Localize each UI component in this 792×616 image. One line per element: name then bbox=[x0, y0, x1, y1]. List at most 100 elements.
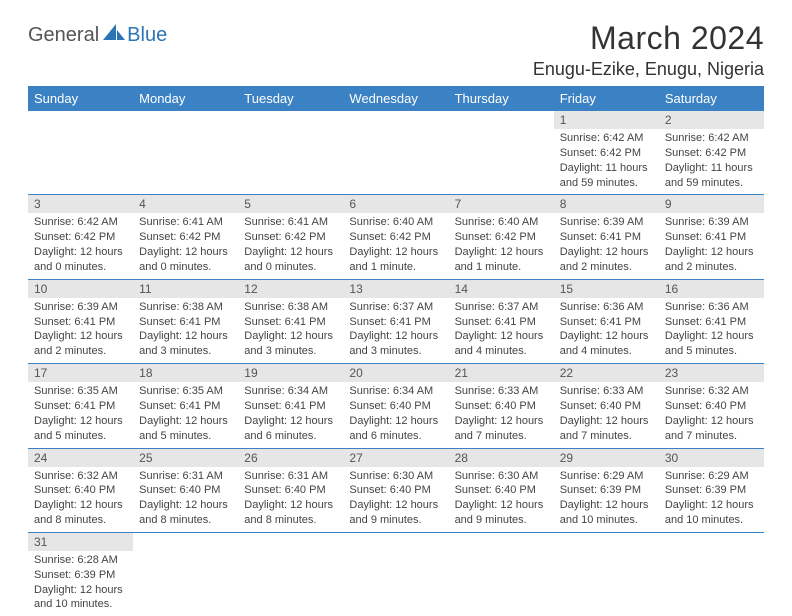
calendar-cell: 26Sunrise: 6:31 AMSunset: 6:40 PMDayligh… bbox=[238, 448, 343, 532]
calendar-row: 17Sunrise: 6:35 AMSunset: 6:41 PMDayligh… bbox=[28, 364, 764, 448]
title-block: March 2024 Enugu-Ezike, Enugu, Nigeria bbox=[533, 20, 764, 80]
calendar-cell: 17Sunrise: 6:35 AMSunset: 6:41 PMDayligh… bbox=[28, 364, 133, 448]
calendar-cell bbox=[343, 532, 448, 616]
weekday-header: Wednesday bbox=[343, 86, 448, 111]
day-number: 29 bbox=[554, 449, 659, 467]
weekday-header: Thursday bbox=[449, 86, 554, 111]
calendar-cell bbox=[133, 111, 238, 195]
calendar-cell bbox=[28, 111, 133, 195]
calendar-row: 10Sunrise: 6:39 AMSunset: 6:41 PMDayligh… bbox=[28, 279, 764, 363]
day-info: Sunrise: 6:41 AMSunset: 6:42 PMDaylight:… bbox=[133, 213, 238, 278]
calendar-cell: 3Sunrise: 6:42 AMSunset: 6:42 PMDaylight… bbox=[28, 195, 133, 279]
day-info: Sunrise: 6:36 AMSunset: 6:41 PMDaylight:… bbox=[659, 298, 764, 363]
day-number: 28 bbox=[449, 449, 554, 467]
calendar-cell bbox=[554, 532, 659, 616]
day-info: Sunrise: 6:28 AMSunset: 6:39 PMDaylight:… bbox=[28, 551, 133, 616]
calendar-cell: 11Sunrise: 6:38 AMSunset: 6:41 PMDayligh… bbox=[133, 279, 238, 363]
day-number: 23 bbox=[659, 364, 764, 382]
day-info: Sunrise: 6:40 AMSunset: 6:42 PMDaylight:… bbox=[449, 213, 554, 278]
calendar-cell: 30Sunrise: 6:29 AMSunset: 6:39 PMDayligh… bbox=[659, 448, 764, 532]
weekday-header-row: Sunday Monday Tuesday Wednesday Thursday… bbox=[28, 86, 764, 111]
day-info: Sunrise: 6:29 AMSunset: 6:39 PMDaylight:… bbox=[554, 467, 659, 532]
day-info: Sunrise: 6:36 AMSunset: 6:41 PMDaylight:… bbox=[554, 298, 659, 363]
day-info: Sunrise: 6:33 AMSunset: 6:40 PMDaylight:… bbox=[554, 382, 659, 447]
calendar-cell: 7Sunrise: 6:40 AMSunset: 6:42 PMDaylight… bbox=[449, 195, 554, 279]
calendar: Sunday Monday Tuesday Wednesday Thursday… bbox=[28, 86, 764, 616]
calendar-cell: 16Sunrise: 6:36 AMSunset: 6:41 PMDayligh… bbox=[659, 279, 764, 363]
day-info: Sunrise: 6:38 AMSunset: 6:41 PMDaylight:… bbox=[238, 298, 343, 363]
day-info: Sunrise: 6:35 AMSunset: 6:41 PMDaylight:… bbox=[133, 382, 238, 447]
day-info: Sunrise: 6:38 AMSunset: 6:41 PMDaylight:… bbox=[133, 298, 238, 363]
day-info: Sunrise: 6:37 AMSunset: 6:41 PMDaylight:… bbox=[343, 298, 448, 363]
day-number: 9 bbox=[659, 195, 764, 213]
day-info: Sunrise: 6:35 AMSunset: 6:41 PMDaylight:… bbox=[28, 382, 133, 447]
day-info: Sunrise: 6:31 AMSunset: 6:40 PMDaylight:… bbox=[238, 467, 343, 532]
day-info: Sunrise: 6:42 AMSunset: 6:42 PMDaylight:… bbox=[659, 129, 764, 194]
day-info: Sunrise: 6:32 AMSunset: 6:40 PMDaylight:… bbox=[28, 467, 133, 532]
calendar-cell: 9Sunrise: 6:39 AMSunset: 6:41 PMDaylight… bbox=[659, 195, 764, 279]
day-number: 2 bbox=[659, 111, 764, 129]
day-number: 6 bbox=[343, 195, 448, 213]
calendar-cell: 29Sunrise: 6:29 AMSunset: 6:39 PMDayligh… bbox=[554, 448, 659, 532]
day-number: 20 bbox=[343, 364, 448, 382]
calendar-cell: 8Sunrise: 6:39 AMSunset: 6:41 PMDaylight… bbox=[554, 195, 659, 279]
day-info: Sunrise: 6:39 AMSunset: 6:41 PMDaylight:… bbox=[659, 213, 764, 278]
day-info: Sunrise: 6:34 AMSunset: 6:40 PMDaylight:… bbox=[343, 382, 448, 447]
day-info: Sunrise: 6:34 AMSunset: 6:41 PMDaylight:… bbox=[238, 382, 343, 447]
location: Enugu-Ezike, Enugu, Nigeria bbox=[533, 59, 764, 80]
calendar-cell: 15Sunrise: 6:36 AMSunset: 6:41 PMDayligh… bbox=[554, 279, 659, 363]
day-number: 10 bbox=[28, 280, 133, 298]
calendar-cell: 6Sunrise: 6:40 AMSunset: 6:42 PMDaylight… bbox=[343, 195, 448, 279]
logo-text-blue: Blue bbox=[127, 24, 167, 47]
calendar-cell bbox=[238, 111, 343, 195]
calendar-cell bbox=[659, 532, 764, 616]
weekday-header: Friday bbox=[554, 86, 659, 111]
day-info: Sunrise: 6:30 AMSunset: 6:40 PMDaylight:… bbox=[343, 467, 448, 532]
day-info: Sunrise: 6:32 AMSunset: 6:40 PMDaylight:… bbox=[659, 382, 764, 447]
sail-icon bbox=[103, 24, 125, 47]
day-info: Sunrise: 6:30 AMSunset: 6:40 PMDaylight:… bbox=[449, 467, 554, 532]
calendar-cell bbox=[449, 532, 554, 616]
calendar-cell: 4Sunrise: 6:41 AMSunset: 6:42 PMDaylight… bbox=[133, 195, 238, 279]
weekday-header: Tuesday bbox=[238, 86, 343, 111]
calendar-cell: 24Sunrise: 6:32 AMSunset: 6:40 PMDayligh… bbox=[28, 448, 133, 532]
header: General Blue March 2024 Enugu-Ezike, Enu… bbox=[28, 20, 764, 80]
calendar-cell: 5Sunrise: 6:41 AMSunset: 6:42 PMDaylight… bbox=[238, 195, 343, 279]
calendar-row: 1Sunrise: 6:42 AMSunset: 6:42 PMDaylight… bbox=[28, 111, 764, 195]
day-number: 12 bbox=[238, 280, 343, 298]
calendar-cell: 10Sunrise: 6:39 AMSunset: 6:41 PMDayligh… bbox=[28, 279, 133, 363]
calendar-row: 3Sunrise: 6:42 AMSunset: 6:42 PMDaylight… bbox=[28, 195, 764, 279]
day-number: 8 bbox=[554, 195, 659, 213]
day-info: Sunrise: 6:40 AMSunset: 6:42 PMDaylight:… bbox=[343, 213, 448, 278]
day-info: Sunrise: 6:31 AMSunset: 6:40 PMDaylight:… bbox=[133, 467, 238, 532]
calendar-cell: 27Sunrise: 6:30 AMSunset: 6:40 PMDayligh… bbox=[343, 448, 448, 532]
day-info: Sunrise: 6:39 AMSunset: 6:41 PMDaylight:… bbox=[554, 213, 659, 278]
calendar-cell bbox=[133, 532, 238, 616]
day-number: 7 bbox=[449, 195, 554, 213]
day-info: Sunrise: 6:33 AMSunset: 6:40 PMDaylight:… bbox=[449, 382, 554, 447]
calendar-row: 31Sunrise: 6:28 AMSunset: 6:39 PMDayligh… bbox=[28, 532, 764, 616]
day-number: 19 bbox=[238, 364, 343, 382]
calendar-cell: 2Sunrise: 6:42 AMSunset: 6:42 PMDaylight… bbox=[659, 111, 764, 195]
day-number: 1 bbox=[554, 111, 659, 129]
calendar-cell: 22Sunrise: 6:33 AMSunset: 6:40 PMDayligh… bbox=[554, 364, 659, 448]
day-info: Sunrise: 6:29 AMSunset: 6:39 PMDaylight:… bbox=[659, 467, 764, 532]
day-number: 16 bbox=[659, 280, 764, 298]
calendar-cell bbox=[449, 111, 554, 195]
calendar-cell: 23Sunrise: 6:32 AMSunset: 6:40 PMDayligh… bbox=[659, 364, 764, 448]
calendar-cell: 19Sunrise: 6:34 AMSunset: 6:41 PMDayligh… bbox=[238, 364, 343, 448]
calendar-cell: 20Sunrise: 6:34 AMSunset: 6:40 PMDayligh… bbox=[343, 364, 448, 448]
day-info: Sunrise: 6:39 AMSunset: 6:41 PMDaylight:… bbox=[28, 298, 133, 363]
day-number: 27 bbox=[343, 449, 448, 467]
day-number: 17 bbox=[28, 364, 133, 382]
day-number: 25 bbox=[133, 449, 238, 467]
day-number: 13 bbox=[343, 280, 448, 298]
calendar-cell bbox=[343, 111, 448, 195]
day-number: 31 bbox=[28, 533, 133, 551]
day-info: Sunrise: 6:37 AMSunset: 6:41 PMDaylight:… bbox=[449, 298, 554, 363]
calendar-cell bbox=[238, 532, 343, 616]
day-info: Sunrise: 6:42 AMSunset: 6:42 PMDaylight:… bbox=[28, 213, 133, 278]
weekday-header: Sunday bbox=[28, 86, 133, 111]
calendar-cell: 13Sunrise: 6:37 AMSunset: 6:41 PMDayligh… bbox=[343, 279, 448, 363]
calendar-cell: 12Sunrise: 6:38 AMSunset: 6:41 PMDayligh… bbox=[238, 279, 343, 363]
